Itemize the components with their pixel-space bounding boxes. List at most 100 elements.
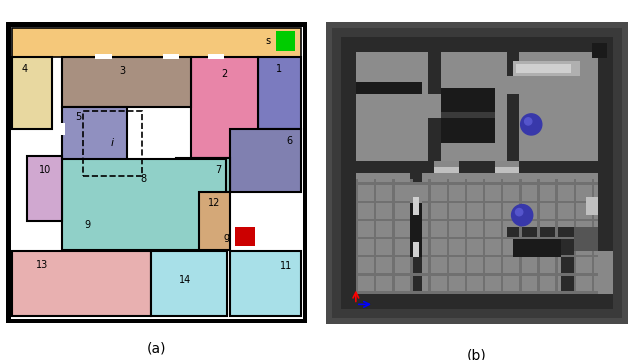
Bar: [356, 82, 422, 94]
Bar: [62, 159, 226, 249]
Bar: [435, 161, 459, 173]
Bar: [519, 179, 522, 294]
Bar: [340, 294, 613, 309]
Bar: [208, 54, 225, 59]
Text: 6: 6: [286, 136, 292, 146]
Bar: [356, 291, 598, 294]
Bar: [356, 201, 598, 203]
Bar: [177, 158, 230, 192]
Bar: [513, 61, 580, 76]
Bar: [340, 37, 613, 52]
Bar: [501, 179, 504, 294]
Circle shape: [521, 114, 542, 135]
Bar: [163, 54, 179, 59]
Text: 10: 10: [39, 165, 51, 175]
Text: 7: 7: [215, 165, 221, 175]
Text: 12: 12: [209, 198, 221, 208]
Bar: [573, 251, 613, 294]
Text: s: s: [266, 36, 271, 46]
Bar: [573, 251, 613, 294]
Bar: [28, 156, 62, 221]
Bar: [191, 57, 257, 158]
Text: (b): (b): [467, 348, 486, 360]
Bar: [495, 167, 519, 173]
Text: 5: 5: [76, 112, 82, 122]
Bar: [60, 123, 65, 135]
Bar: [435, 167, 459, 173]
Bar: [356, 273, 598, 276]
Bar: [340, 37, 356, 309]
Bar: [12, 28, 301, 57]
Bar: [507, 227, 598, 239]
Bar: [428, 52, 440, 167]
Bar: [447, 179, 449, 294]
Bar: [410, 185, 422, 209]
Text: 4: 4: [21, 64, 28, 74]
Bar: [513, 239, 561, 257]
Bar: [257, 57, 301, 129]
Circle shape: [525, 118, 532, 125]
Bar: [12, 57, 52, 129]
Text: 13: 13: [36, 260, 49, 270]
Bar: [11, 134, 17, 149]
Bar: [356, 255, 598, 257]
Bar: [573, 179, 576, 294]
Circle shape: [515, 208, 523, 216]
Bar: [356, 179, 358, 294]
Bar: [410, 173, 422, 294]
Bar: [392, 179, 394, 294]
Bar: [356, 219, 598, 221]
Bar: [592, 43, 607, 58]
Bar: [573, 227, 598, 251]
Bar: [598, 37, 613, 309]
Bar: [83, 111, 142, 176]
Text: 1: 1: [276, 64, 282, 74]
Bar: [592, 179, 594, 294]
Bar: [586, 197, 598, 215]
Bar: [561, 239, 573, 294]
Bar: [62, 57, 191, 107]
Text: i: i: [111, 139, 114, 148]
Bar: [538, 179, 540, 294]
Bar: [230, 251, 301, 316]
Text: 2: 2: [221, 68, 228, 78]
Text: 9: 9: [84, 220, 91, 230]
Text: g: g: [223, 232, 230, 242]
Bar: [413, 197, 419, 215]
Text: 8: 8: [140, 174, 147, 184]
Bar: [507, 52, 519, 167]
Bar: [12, 251, 151, 316]
Bar: [410, 203, 422, 257]
Bar: [507, 76, 519, 94]
Bar: [573, 227, 598, 251]
Bar: [516, 64, 570, 73]
Bar: [410, 179, 413, 294]
Text: 11: 11: [280, 261, 292, 271]
Bar: [356, 183, 598, 185]
Bar: [199, 192, 230, 249]
Bar: [428, 179, 431, 294]
Bar: [440, 88, 495, 112]
Bar: [95, 54, 112, 59]
Text: 14: 14: [179, 275, 191, 285]
Bar: [151, 251, 227, 316]
Bar: [428, 94, 440, 118]
Bar: [465, 179, 467, 294]
Bar: [413, 242, 419, 257]
Bar: [235, 227, 255, 247]
Bar: [556, 179, 558, 294]
Circle shape: [511, 204, 532, 226]
Text: (a): (a): [147, 341, 166, 355]
Bar: [495, 161, 519, 173]
Bar: [356, 237, 598, 239]
Bar: [356, 161, 598, 173]
Bar: [230, 129, 301, 192]
Bar: [62, 107, 127, 162]
Bar: [356, 52, 598, 167]
Bar: [483, 179, 485, 294]
Bar: [374, 179, 376, 294]
Bar: [440, 118, 495, 143]
Bar: [440, 112, 495, 118]
Text: 3: 3: [119, 66, 125, 76]
Bar: [276, 31, 295, 51]
